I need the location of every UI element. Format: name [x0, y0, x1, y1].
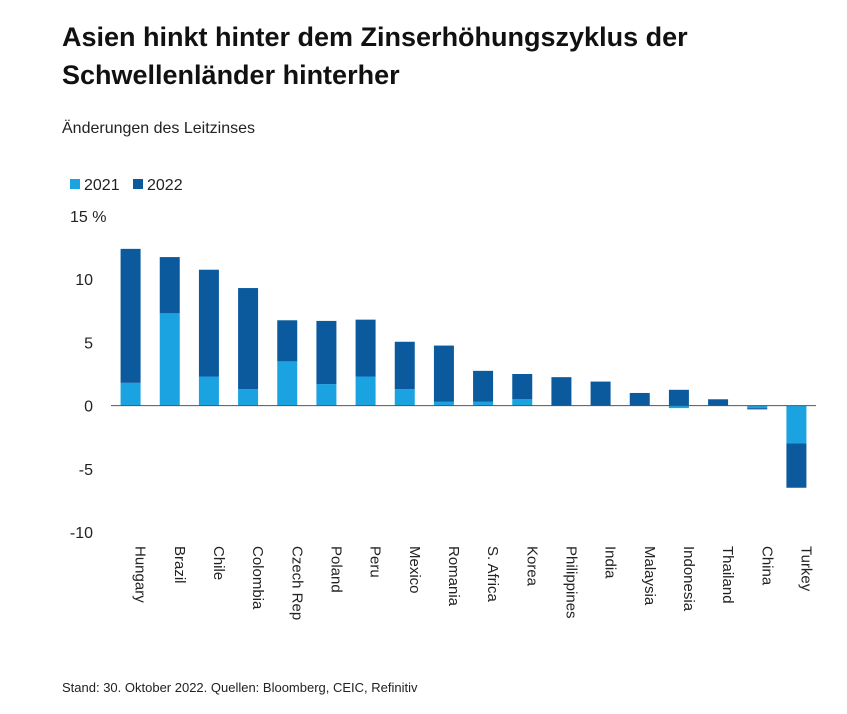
x-tick-label: S. Africa	[484, 546, 501, 603]
y-tick-label: -5	[79, 462, 93, 479]
bar-2022-indonesia	[668, 389, 689, 406]
bar-2021-china	[747, 405, 768, 409]
bar-2022-romania	[433, 345, 454, 402]
legend: 2021 2022	[70, 177, 183, 194]
x-tick-label: Poland	[327, 546, 344, 593]
x-tick-label: China	[758, 546, 775, 586]
bar-2022-mexico	[394, 341, 415, 390]
bar-2022-colombia	[238, 288, 259, 390]
bar-2022-thailand	[708, 399, 729, 406]
legend-label-2022: 2022	[147, 177, 183, 194]
legend-swatch-2021	[70, 179, 80, 189]
bar-2021-s-africa	[473, 401, 494, 406]
bar-2021-korea	[512, 399, 533, 406]
y-tick-label: 10	[75, 272, 93, 289]
legend-label-2021: 2021	[84, 177, 120, 194]
x-tick-label: Brazil	[171, 546, 188, 584]
bar-2021-indonesia	[668, 405, 689, 409]
x-tick-label: Korea	[523, 546, 540, 587]
bar-2022-s-africa	[473, 370, 494, 402]
x-tick-label: India	[602, 546, 619, 579]
bar-2022-czech-rep	[277, 320, 298, 362]
y-tick-label: -10	[70, 525, 93, 542]
bar-2022-peru	[355, 319, 376, 377]
y-axis: 15 % 10 5 0 -5 -10	[70, 209, 107, 542]
bar-2022-china	[747, 408, 768, 410]
bar-2021-mexico	[394, 389, 415, 406]
chart-title: Asien hinkt hinter dem Zinserhöhungszykl…	[62, 22, 688, 90]
bar-2021-romania	[433, 401, 454, 406]
bar-2021-brazil	[159, 313, 180, 406]
bar-2021-poland	[316, 384, 337, 406]
bar-2022-brazil	[159, 257, 180, 314]
bar-2022-korea	[512, 374, 533, 400]
x-axis: Hungary Brazil Chile Colombia Czech Rep Polan…	[132, 546, 815, 620]
x-tick-label: Romania	[445, 546, 462, 607]
x-tick-label: Mexico	[406, 546, 423, 594]
x-tick-label: Malaysia	[641, 546, 658, 606]
x-tick-label: Indonesia	[680, 546, 697, 612]
source-note: Stand: 30. Oktober 2022. Quellen: Bloomb…	[62, 680, 418, 695]
x-tick-label: Chile	[210, 546, 227, 580]
bar-2022-malaysia	[629, 392, 650, 406]
bar-2022-hungary	[120, 248, 141, 383]
bar-2021-czech-rep	[277, 361, 298, 406]
x-tick-label: Thailand	[719, 546, 736, 604]
bar-2021-colombia	[238, 389, 259, 406]
bar-2022-chile	[198, 269, 219, 377]
x-tick-label: Hungary	[132, 546, 149, 603]
x-tick-label: Philippines	[562, 546, 579, 619]
bars	[111, 248, 816, 488]
x-tick-label: Peru	[367, 546, 384, 578]
y-tick-label: 0	[84, 399, 93, 416]
bar-2021-hungary	[120, 382, 141, 406]
bar-2021-peru	[355, 376, 376, 406]
bar-2022-india	[590, 381, 611, 406]
bar-2022-turkey	[786, 443, 807, 488]
bar-2021-turkey	[786, 405, 807, 444]
legend-swatch-2022	[133, 179, 143, 189]
bar-2022-philippines	[551, 377, 572, 406]
chart-subtitle: Änderungen des Leitzinses	[62, 120, 256, 137]
x-tick-label: Turkey	[797, 546, 814, 592]
x-tick-label: Czech Rep	[288, 546, 305, 620]
y-tick-label: 5	[84, 335, 93, 352]
x-tick-label: Colombia	[249, 546, 266, 610]
bar-2021-chile	[198, 376, 219, 406]
bar-2022-poland	[316, 320, 337, 385]
y-tick-label: 15 %	[70, 209, 106, 226]
